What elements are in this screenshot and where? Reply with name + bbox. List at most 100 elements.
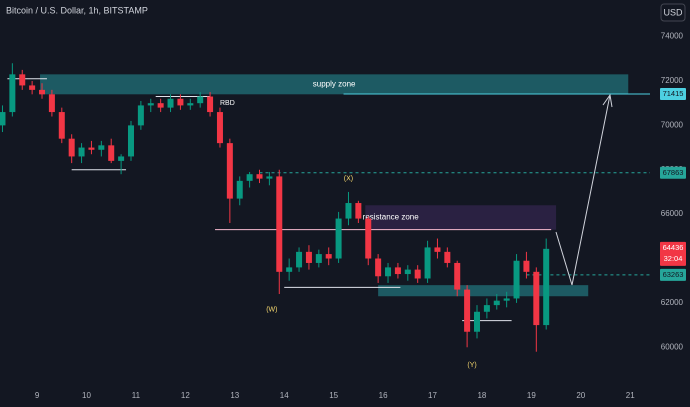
- price-tag: [660, 166, 686, 179]
- candle-body: [543, 248, 550, 326]
- currency[interactable]: USD: [663, 7, 683, 17]
- candle-body: [335, 218, 342, 259]
- candle-body: [325, 254, 332, 259]
- wave-label: RBD: [220, 100, 235, 107]
- y-tick-label: 66000: [661, 209, 684, 218]
- chart-title: Bitcoin / U.S. Dollar, 1h, BITSTAMP: [6, 5, 148, 15]
- y-tick-label: 74000: [661, 32, 684, 41]
- currency-button[interactable]: [660, 3, 686, 22]
- candle-body: [296, 251, 303, 268]
- zone: [365, 205, 557, 230]
- time-axis: [0, 388, 690, 407]
- x-tick-label: 13: [230, 391, 239, 400]
- projection-arrow: [555, 94, 611, 286]
- candle-body: [355, 203, 362, 219]
- candle-body: [513, 260, 520, 299]
- y-tick-label: 72000: [661, 76, 684, 85]
- price-tag: [660, 87, 686, 100]
- x-tick-label: 10: [82, 391, 91, 400]
- last-price: 64436: [663, 243, 684, 252]
- candle-body: [266, 176, 273, 179]
- candle-body: [88, 147, 95, 150]
- candle-body: [256, 174, 263, 179]
- candle-body: [404, 269, 411, 275]
- x-tick-label: 17: [428, 391, 437, 400]
- candle-body: [444, 251, 451, 263]
- candle-body: [187, 103, 194, 106]
- candle-body: [394, 267, 401, 275]
- candle-body: [375, 258, 382, 277]
- zone-label: resistance zone: [363, 213, 420, 222]
- x-tick-label: 18: [477, 391, 486, 400]
- x-tick-label: 14: [280, 391, 289, 400]
- candle-body: [286, 267, 293, 272]
- price-tag-label: 67863: [663, 168, 684, 177]
- price-tag-label: 63263: [663, 270, 684, 279]
- y-tick-label: 60000: [661, 342, 684, 351]
- candle-body: [523, 260, 530, 272]
- countdown: 32:04: [664, 254, 683, 263]
- x-tick-label: 9: [35, 391, 40, 400]
- candle-body: [434, 247, 441, 252]
- candle-body: [39, 89, 46, 95]
- x-tick-label: 20: [576, 391, 585, 400]
- candle-body: [0, 112, 6, 126]
- zone: [40, 74, 629, 95]
- candle-body: [414, 269, 421, 279]
- candle-body: [207, 96, 214, 113]
- zone-label: supply zone: [313, 79, 356, 88]
- candle-body: [385, 267, 392, 277]
- candle-body: [68, 138, 75, 157]
- candle-body: [137, 105, 144, 126]
- x-tick-label: 12: [181, 391, 190, 400]
- y-tick-label: 62000: [661, 298, 684, 307]
- candle-body: [305, 251, 312, 263]
- price-axis: [650, 0, 690, 407]
- candle-body: [533, 271, 540, 326]
- candle-body: [493, 300, 500, 306]
- x-tick-label: 19: [527, 391, 536, 400]
- candle-body: [315, 254, 322, 263]
- candle-body: [118, 156, 125, 161]
- arrow-head: [602, 93, 613, 108]
- candle-body: [483, 305, 490, 312]
- candle-body: [216, 112, 223, 144]
- last-price-tag: [660, 241, 686, 266]
- y-tick-label: 70000: [661, 120, 684, 129]
- candle-body: [177, 98, 184, 106]
- candle-body: [236, 180, 243, 199]
- candle-body: [108, 145, 115, 161]
- candle-body: [167, 98, 174, 108]
- candle-body: [454, 262, 461, 290]
- candle-body: [246, 174, 253, 181]
- candle-body: [19, 74, 26, 86]
- candle-body: [147, 103, 154, 106]
- zone: [378, 285, 589, 297]
- wave-label: (X): [344, 175, 353, 182]
- price-tag: [660, 268, 686, 281]
- candle-body: [226, 143, 233, 199]
- x-tick-label: 21: [626, 391, 635, 400]
- candle-body: [98, 145, 105, 150]
- price-tag-label: 71415: [663, 89, 684, 98]
- wave-label: (Y): [467, 362, 476, 369]
- candle-body: [157, 103, 164, 108]
- candle-body: [197, 96, 204, 104]
- candle-body: [78, 147, 85, 157]
- candle-body: [276, 176, 283, 272]
- candle-body: [127, 125, 134, 157]
- candle-body: [9, 74, 16, 113]
- candle-body: [58, 112, 65, 139]
- wave-label: (W): [266, 306, 277, 313]
- candle-body: [473, 311, 480, 332]
- candle-body: [424, 247, 431, 279]
- candle-body: [464, 289, 471, 332]
- candle-body: [365, 218, 372, 259]
- candle-body: [29, 85, 36, 90]
- candle-body: [503, 298, 510, 301]
- x-tick-label: 16: [379, 391, 388, 400]
- x-tick-label: 11: [132, 391, 141, 400]
- candle-body: [48, 94, 55, 113]
- candle-body: [345, 203, 352, 219]
